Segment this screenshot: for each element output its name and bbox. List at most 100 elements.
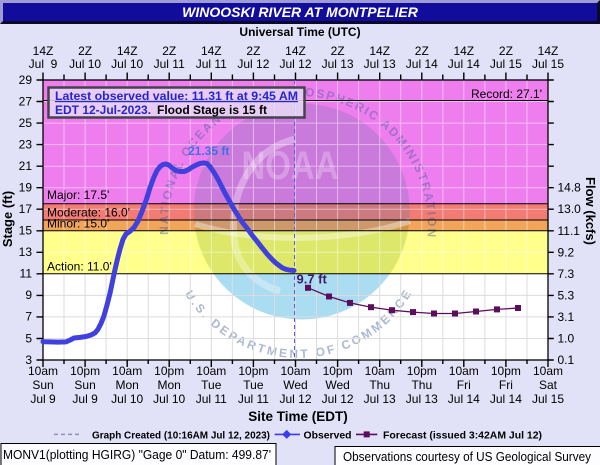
svg-text:Jul 12: Jul 12 [279,392,311,406]
svg-text:Jul 13: Jul 13 [364,57,396,71]
svg-text:Stage (ft): Stage (ft) [0,191,15,247]
svg-text:Jul 14: Jul 14 [448,57,480,71]
svg-text:13: 13 [19,245,33,259]
svg-text:Major: 17.5': Major: 17.5' [47,188,109,202]
svg-text:Jul 13: Jul 13 [364,392,396,406]
svg-text:Tue: Tue [243,378,264,392]
svg-text:EDT 12-Jul-2023.: EDT 12-Jul-2023. [55,103,151,117]
svg-text:2Z: 2Z [331,44,345,58]
svg-text:9.7 ft: 9.7 ft [297,272,328,287]
svg-text:Jul 15: Jul 15 [532,392,564,406]
svg-text:11: 11 [20,267,33,281]
svg-text:Jul 10: Jul 10 [153,392,185,406]
svg-text:2Z: 2Z [78,44,92,58]
svg-text:Observed: Observed [304,429,352,441]
svg-text:10pm: 10pm [407,364,437,378]
svg-text:Jul 14: Jul 14 [448,392,480,406]
svg-text:Graph Created (10:16AM Jul 12,: Graph Created (10:16AM Jul 12, 2023) [92,429,270,441]
svg-text:Wed: Wed [283,378,307,392]
svg-text:5: 5 [25,331,32,345]
svg-text:10am: 10am [112,364,142,378]
svg-text:Thu: Thu [369,378,390,392]
svg-text:10am: 10am [365,364,395,378]
svg-text:2Z: 2Z [499,44,513,58]
svg-text:Jul 13: Jul 13 [406,392,438,406]
svg-text:10am: 10am [28,364,58,378]
svg-text:Jul 12: Jul 12 [237,57,269,71]
svg-text:29: 29 [19,73,33,87]
svg-text:10am: 10am [449,364,479,378]
svg-text:Jul 15: Jul 15 [532,57,564,71]
svg-text:Site Time (EDT): Site Time (EDT) [248,409,348,424]
svg-text:Tue: Tue [201,378,222,392]
svg-text:2Z: 2Z [246,44,260,58]
svg-text:9.2: 9.2 [558,245,575,259]
svg-text:Jul 11: Jul 11 [196,57,227,71]
svg-text:10pm: 10pm [491,364,521,378]
svg-text:Jul 9: Jul 9 [72,392,98,406]
svg-text:Jul 12: Jul 12 [279,57,311,71]
svg-text:Jul 14: Jul 14 [406,57,438,71]
svg-text:Mon: Mon [158,378,181,392]
svg-text:1.0: 1.0 [558,332,575,346]
svg-text:14Z: 14Z [369,44,390,58]
svg-text:Jul 9: Jul 9 [29,57,58,71]
svg-text:Jul 11: Jul 11 [196,392,227,406]
svg-text:14Z: 14Z [453,44,474,58]
svg-text:3.1: 3.1 [558,310,575,324]
svg-text:21: 21 [19,159,33,173]
svg-text:2Z: 2Z [415,44,429,58]
svg-text:Mon: Mon [116,378,139,392]
svg-text:Minor: 15.0': Minor: 15.0' [47,217,109,231]
svg-text:14Z: 14Z [33,44,54,58]
svg-text:Sun: Sun [74,378,95,392]
svg-text:10am: 10am [196,364,226,378]
svg-text:27: 27 [19,94,33,108]
svg-text:Sat: Sat [539,378,558,392]
svg-text:Jul 10: Jul 10 [69,57,101,71]
svg-text:Jul 9: Jul 9 [30,392,56,406]
svg-text:Jul 14: Jul 14 [490,392,522,406]
svg-text:2Z: 2Z [162,44,176,58]
svg-text:5.3: 5.3 [558,288,575,302]
svg-text:Jul 12: Jul 12 [322,392,354,406]
svg-text:Jul 11: Jul 11 [154,57,185,71]
svg-text:25: 25 [19,116,33,130]
svg-text:14Z: 14Z [285,44,306,58]
svg-text:10am: 10am [533,364,563,378]
svg-text:14Z: 14Z [201,44,222,58]
svg-text:Flow (kcfs): Flow (kcfs) [583,177,598,245]
svg-text:10pm: 10pm [238,364,268,378]
svg-text:Action: 11.0': Action: 11.0' [47,260,112,274]
svg-text:Fri: Fri [457,378,471,392]
svg-text:10pm: 10pm [70,364,100,378]
svg-text:Jul 10: Jul 10 [111,57,143,71]
svg-text:19: 19 [19,181,33,195]
svg-text:10pm: 10pm [323,364,353,378]
svg-text:Thu: Thu [411,378,432,392]
svg-text:7: 7 [25,310,32,324]
svg-text:Flood Stage is 15 ft: Flood Stage is 15 ft [157,103,267,117]
svg-text:7.3: 7.3 [558,267,575,281]
svg-text:21.35 ft: 21.35 ft [188,144,229,158]
svg-text:Jul 15: Jul 15 [490,57,522,71]
svg-text:14.8: 14.8 [558,181,582,195]
svg-text:10am: 10am [280,364,310,378]
svg-text:Forecast (issued 3:42AM Jul 12: Forecast (issued 3:42AM Jul 12) [383,429,542,441]
svg-text:NOAA: NOAA [242,144,339,188]
svg-text:Jul 11: Jul 11 [238,392,269,406]
svg-text:14Z: 14Z [538,44,559,58]
svg-text:23: 23 [19,137,33,151]
svg-text:Observations courtesy of US Ge: Observations courtesy of US Geological S… [343,450,592,464]
svg-text:15: 15 [19,224,33,238]
svg-text:Record: 27.1': Record: 27.1' [471,87,542,101]
svg-text:10pm: 10pm [154,364,184,378]
svg-text:14Z: 14Z [117,44,138,58]
svg-text:Fri: Fri [499,378,513,392]
svg-text:11.1: 11.1 [558,224,581,238]
svg-text:3: 3 [25,353,32,367]
svg-text:Latest observed value: 11.31 f: Latest observed value: 11.31 ft at 9:45 … [55,89,298,103]
svg-text:9: 9 [25,288,32,302]
svg-text:Moderate: 16.0': Moderate: 16.0' [47,206,130,220]
svg-text:0.1: 0.1 [558,353,575,367]
